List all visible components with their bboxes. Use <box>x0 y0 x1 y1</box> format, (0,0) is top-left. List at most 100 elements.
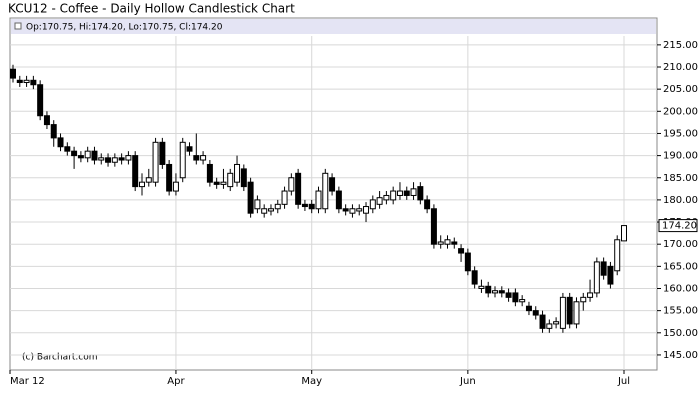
candle-body <box>206 163 213 183</box>
candle-body <box>559 296 566 329</box>
credit: (c) Barchart.com <box>22 353 98 363</box>
candle-body <box>437 241 444 245</box>
candle-body <box>390 190 397 201</box>
candle-body <box>308 203 315 210</box>
candle-body <box>492 290 499 294</box>
candle-body <box>458 248 465 254</box>
candle-body <box>614 239 621 272</box>
last-price-box <box>658 219 698 233</box>
candle-body <box>10 68 16 79</box>
candle-body <box>84 150 91 159</box>
y-tick-label: 215.00 <box>663 40 698 51</box>
info-bar <box>11 19 656 34</box>
candle-body <box>152 141 159 183</box>
candle-body <box>145 177 152 183</box>
y-tick-label: 145.00 <box>663 350 698 361</box>
candle-body <box>322 172 329 210</box>
candle-body <box>125 155 132 161</box>
chart-title: KCU12 - Coffee - Daily Hollow Candlestic… <box>8 2 295 16</box>
candle-body <box>444 239 451 245</box>
candles <box>10 64 627 333</box>
y-tick-label: 155.00 <box>663 306 698 317</box>
candle-body <box>546 323 553 329</box>
candle-body <box>200 155 207 161</box>
y-tick-label: 210.00 <box>663 62 698 73</box>
candle-body <box>23 79 30 84</box>
candle-body <box>376 197 383 205</box>
candle-body <box>247 181 254 214</box>
candle-body <box>105 157 112 163</box>
candle-body <box>471 270 478 285</box>
candle-body <box>573 301 580 325</box>
x-tick-label: Apr <box>167 376 185 387</box>
candle-body <box>600 261 607 276</box>
candle-body <box>396 190 403 196</box>
candle-body <box>138 181 145 188</box>
candle-body <box>505 292 512 298</box>
candle-body <box>478 285 485 289</box>
candle-body <box>342 208 349 212</box>
candle-body <box>485 285 492 294</box>
plot-frame <box>9 17 658 371</box>
candle-body <box>281 190 288 205</box>
last-price-label: 174.20 <box>662 221 697 232</box>
candle-body <box>369 199 376 210</box>
candle-body <box>118 157 125 161</box>
candle-body <box>166 163 173 192</box>
candle-body <box>213 181 220 185</box>
candle-body <box>288 177 295 192</box>
candle-body <box>349 208 356 214</box>
candle-body <box>621 225 627 242</box>
candle-body <box>525 305 532 312</box>
candle-body <box>16 79 23 84</box>
candle-body <box>383 194 390 201</box>
candle-body <box>240 168 247 188</box>
candle-body <box>159 141 166 165</box>
candle-body <box>57 137 64 148</box>
candle-body <box>410 188 417 196</box>
candle-body <box>532 310 539 316</box>
y-tick-label: 200.00 <box>663 106 698 117</box>
candle-body <box>261 208 268 214</box>
candle-body <box>315 190 322 210</box>
y-tick-label: 170.00 <box>663 239 698 250</box>
candle-body <box>193 155 200 161</box>
candle-body <box>274 203 281 210</box>
candle-body <box>295 172 302 205</box>
y-tick-label: 160.00 <box>663 283 698 294</box>
candle-body <box>64 146 71 152</box>
candle-body <box>30 79 37 86</box>
candle-body <box>111 157 118 163</box>
candle-body <box>91 150 98 161</box>
candle-body <box>430 208 437 245</box>
candle-body <box>329 177 336 192</box>
candle-body <box>539 314 546 329</box>
candle-body <box>587 292 594 298</box>
candle-body <box>267 208 274 212</box>
candle-body <box>227 172 234 188</box>
y-tick-label: 180.00 <box>663 195 698 206</box>
candle-body <box>403 190 410 196</box>
candle-body <box>553 321 560 325</box>
candle-body <box>172 181 179 192</box>
candle-body <box>512 292 519 303</box>
candle-body <box>593 261 600 294</box>
candle-body <box>335 190 342 210</box>
candle-body <box>519 299 526 303</box>
candle-body <box>417 186 424 201</box>
candle-body <box>98 157 105 161</box>
candle-body <box>71 150 78 157</box>
y-tick-label: 150.00 <box>663 328 698 339</box>
y-tick-label: 205.00 <box>663 84 698 95</box>
candle-body <box>566 296 573 325</box>
y-tick-label: 185.00 <box>663 173 698 184</box>
info-text: Op:170.75, Hi:174.20, Lo:170.75, Cl:174.… <box>26 23 223 33</box>
candle-body <box>580 296 587 303</box>
candle-body <box>363 206 370 214</box>
candle-body <box>607 265 614 285</box>
x-tick-label: Jul <box>617 376 630 387</box>
y-tick-label: 165.00 <box>663 261 698 272</box>
x-tick-label: Jun <box>459 376 476 387</box>
candle-body <box>50 124 57 139</box>
